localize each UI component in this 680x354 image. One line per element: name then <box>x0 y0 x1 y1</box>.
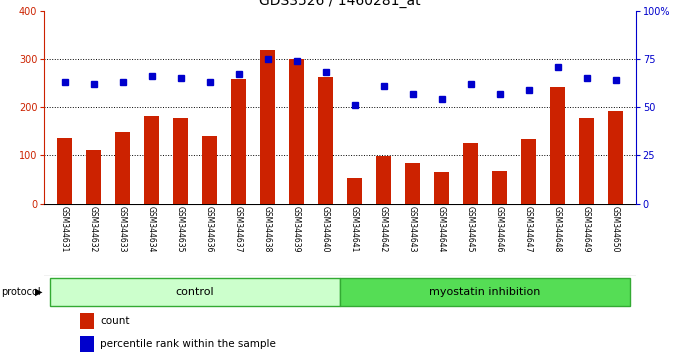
Bar <box>549 87 566 204</box>
Bar <box>56 138 73 204</box>
Text: GSM344648: GSM344648 <box>553 206 562 253</box>
Bar <box>579 118 594 204</box>
Text: GSM344640: GSM344640 <box>321 206 330 253</box>
Text: GSM344638: GSM344638 <box>263 206 272 253</box>
Text: GSM344641: GSM344641 <box>350 206 359 253</box>
Text: count: count <box>101 316 130 326</box>
Bar <box>173 118 188 204</box>
Bar <box>80 313 95 329</box>
Text: GSM344644: GSM344644 <box>437 206 446 253</box>
Bar <box>340 278 630 306</box>
Bar <box>375 156 392 204</box>
Title: GDS3526 / 1460281_at: GDS3526 / 1460281_at <box>259 0 421 8</box>
Text: GSM344642: GSM344642 <box>379 206 388 253</box>
Bar <box>201 136 218 204</box>
Text: GSM344635: GSM344635 <box>176 206 185 253</box>
Text: GSM344647: GSM344647 <box>524 206 533 253</box>
Bar <box>143 116 160 204</box>
Bar <box>434 172 449 204</box>
Bar <box>318 77 333 204</box>
Bar <box>462 143 479 204</box>
Bar <box>288 59 305 204</box>
Text: GSM344649: GSM344649 <box>582 206 591 253</box>
Text: GSM344634: GSM344634 <box>147 206 156 253</box>
Text: GSM344643: GSM344643 <box>408 206 417 253</box>
Bar <box>347 178 362 204</box>
Bar <box>260 50 275 204</box>
Bar <box>520 139 537 204</box>
Text: GSM344636: GSM344636 <box>205 206 214 253</box>
Text: GSM344646: GSM344646 <box>495 206 504 253</box>
Text: GSM344650: GSM344650 <box>611 206 620 253</box>
Bar <box>405 162 420 204</box>
Bar <box>607 111 624 204</box>
Bar <box>80 336 95 352</box>
Text: GSM344631: GSM344631 <box>60 206 69 253</box>
Text: GSM344639: GSM344639 <box>292 206 301 253</box>
Text: GSM344637: GSM344637 <box>234 206 243 253</box>
Text: ▶: ▶ <box>35 287 43 297</box>
Bar <box>50 278 340 306</box>
Bar <box>492 171 507 204</box>
Bar <box>114 132 131 204</box>
Text: GSM344633: GSM344633 <box>118 206 127 253</box>
Bar <box>86 150 101 204</box>
Text: percentile rank within the sample: percentile rank within the sample <box>101 339 276 349</box>
Text: control: control <box>175 287 214 297</box>
Text: protocol: protocol <box>1 287 40 297</box>
Text: myostatin inhibition: myostatin inhibition <box>429 287 541 297</box>
Text: GSM344645: GSM344645 <box>466 206 475 253</box>
Bar <box>231 79 246 204</box>
Text: GSM344632: GSM344632 <box>89 206 98 253</box>
